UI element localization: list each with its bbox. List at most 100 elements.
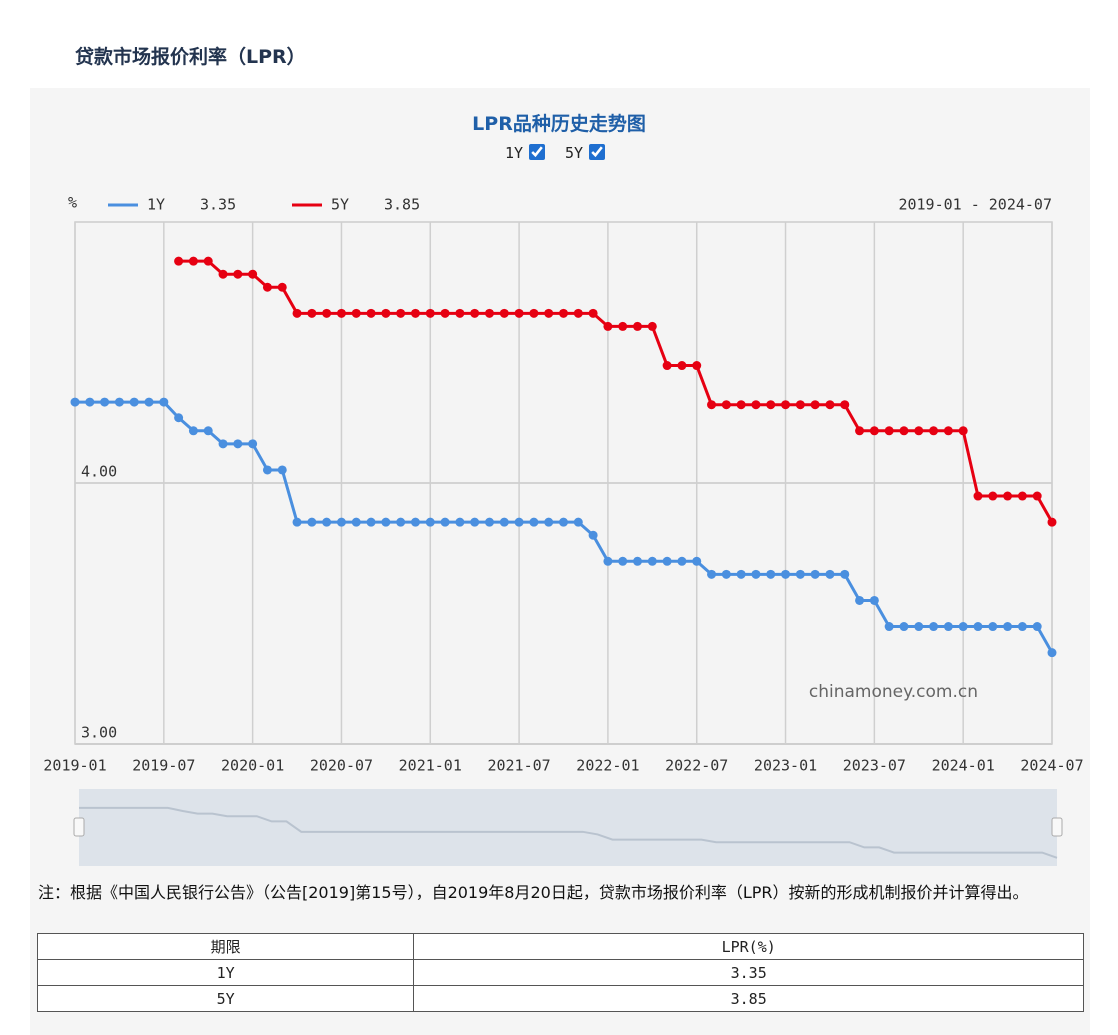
data-point xyxy=(351,308,361,318)
data-point xyxy=(529,517,539,527)
x-tick-label: 2019-01 xyxy=(43,757,106,775)
data-point xyxy=(425,517,435,527)
x-tick-label: 2020-07 xyxy=(310,757,373,775)
data-point xyxy=(114,397,124,407)
data-point xyxy=(336,517,346,527)
data-point xyxy=(85,397,95,407)
legend-value: 3.85 xyxy=(384,196,420,214)
data-point xyxy=(573,517,583,527)
data-point xyxy=(544,308,554,318)
y-unit: % xyxy=(68,194,77,212)
data-point xyxy=(410,308,420,318)
data-point xyxy=(248,269,258,279)
data-point xyxy=(218,439,228,449)
data-point xyxy=(396,517,406,527)
data-point xyxy=(529,308,539,318)
series-toggle[interactable]: 1Y xyxy=(505,144,546,162)
data-point xyxy=(292,308,302,318)
data-point xyxy=(100,397,110,407)
data-point xyxy=(588,530,598,540)
data-point xyxy=(943,622,953,632)
data-point xyxy=(440,308,450,318)
data-point xyxy=(129,397,139,407)
x-tick-label: 2023-01 xyxy=(754,757,817,775)
navigator-handle[interactable] xyxy=(1051,817,1063,837)
x-tick-label: 2019-07 xyxy=(132,757,195,775)
data-point xyxy=(307,308,317,318)
chart: 3.00 4.00 2019-01 2019-07 2020-01 2020-07 2021… xyxy=(43,194,1084,866)
data-point xyxy=(544,517,554,527)
data-point xyxy=(499,308,509,318)
data-point xyxy=(781,400,791,410)
data-point xyxy=(366,517,376,527)
data-point xyxy=(840,400,850,410)
watermark: chinamoney.com.cn xyxy=(809,682,978,702)
data-point xyxy=(573,308,583,318)
table-cell: 5Y xyxy=(36,985,415,1012)
data-point xyxy=(914,426,924,436)
data-point xyxy=(943,426,953,436)
data-point xyxy=(233,269,243,279)
data-point xyxy=(988,491,998,501)
table-header: 期限 xyxy=(36,933,415,960)
data-point xyxy=(484,517,494,527)
data-point xyxy=(958,622,968,632)
data-point xyxy=(751,569,761,579)
data-point xyxy=(721,569,731,579)
data-point xyxy=(262,465,272,475)
y-tick-label: 3.00 xyxy=(81,724,117,742)
data-point xyxy=(633,556,643,566)
data-point xyxy=(470,308,480,318)
data-point xyxy=(499,517,509,527)
series-toggle[interactable]: 5Y xyxy=(565,144,606,162)
data-point xyxy=(588,308,598,318)
legend-label: 1Y xyxy=(147,196,165,214)
data-point xyxy=(248,439,258,449)
data-point xyxy=(884,622,894,632)
data-point xyxy=(381,308,391,318)
navigator-handle[interactable] xyxy=(73,817,85,837)
data-point xyxy=(810,569,820,579)
y-tick-label: 4.00 xyxy=(81,463,117,481)
x-tick-label: 2023-07 xyxy=(843,757,906,775)
data-point xyxy=(366,308,376,318)
data-point xyxy=(559,308,568,318)
data-point xyxy=(322,308,332,318)
data-point xyxy=(662,361,672,371)
x-tick-label: 2024-01 xyxy=(932,757,995,775)
data-point xyxy=(1003,491,1013,501)
data-point xyxy=(707,569,717,579)
data-point xyxy=(425,308,435,318)
checkbox[interactable] xyxy=(529,144,546,160)
data-point xyxy=(277,465,287,475)
data-point xyxy=(795,400,805,410)
data-point xyxy=(795,569,805,579)
data-point xyxy=(203,256,213,266)
checkbox[interactable] xyxy=(589,144,606,160)
data-point xyxy=(840,569,850,579)
data-point xyxy=(203,426,213,436)
data-point xyxy=(455,517,465,527)
data-point xyxy=(188,426,198,436)
data-point xyxy=(603,321,613,331)
data-point xyxy=(855,595,865,605)
data-point xyxy=(1032,622,1042,632)
table-cell: 3.35 xyxy=(413,959,1084,986)
x-tick-label: 2020-01 xyxy=(221,757,284,775)
table-cell: 1Y xyxy=(36,959,415,986)
x-tick-label: 2022-01 xyxy=(576,757,639,775)
page-title: 贷款市场报价利率（LPR） xyxy=(75,46,306,68)
data-point xyxy=(929,426,939,436)
data-point xyxy=(825,569,835,579)
data-point xyxy=(618,321,628,331)
data-point xyxy=(410,517,420,527)
data-point xyxy=(958,426,968,436)
data-point xyxy=(692,556,702,566)
chart-title: LPR品种历史走势图 xyxy=(472,113,646,135)
data-point xyxy=(336,308,346,318)
data-point xyxy=(766,569,776,579)
data-point xyxy=(721,400,731,410)
data-point xyxy=(929,622,939,632)
data-point xyxy=(514,308,524,318)
data-point xyxy=(736,400,746,410)
